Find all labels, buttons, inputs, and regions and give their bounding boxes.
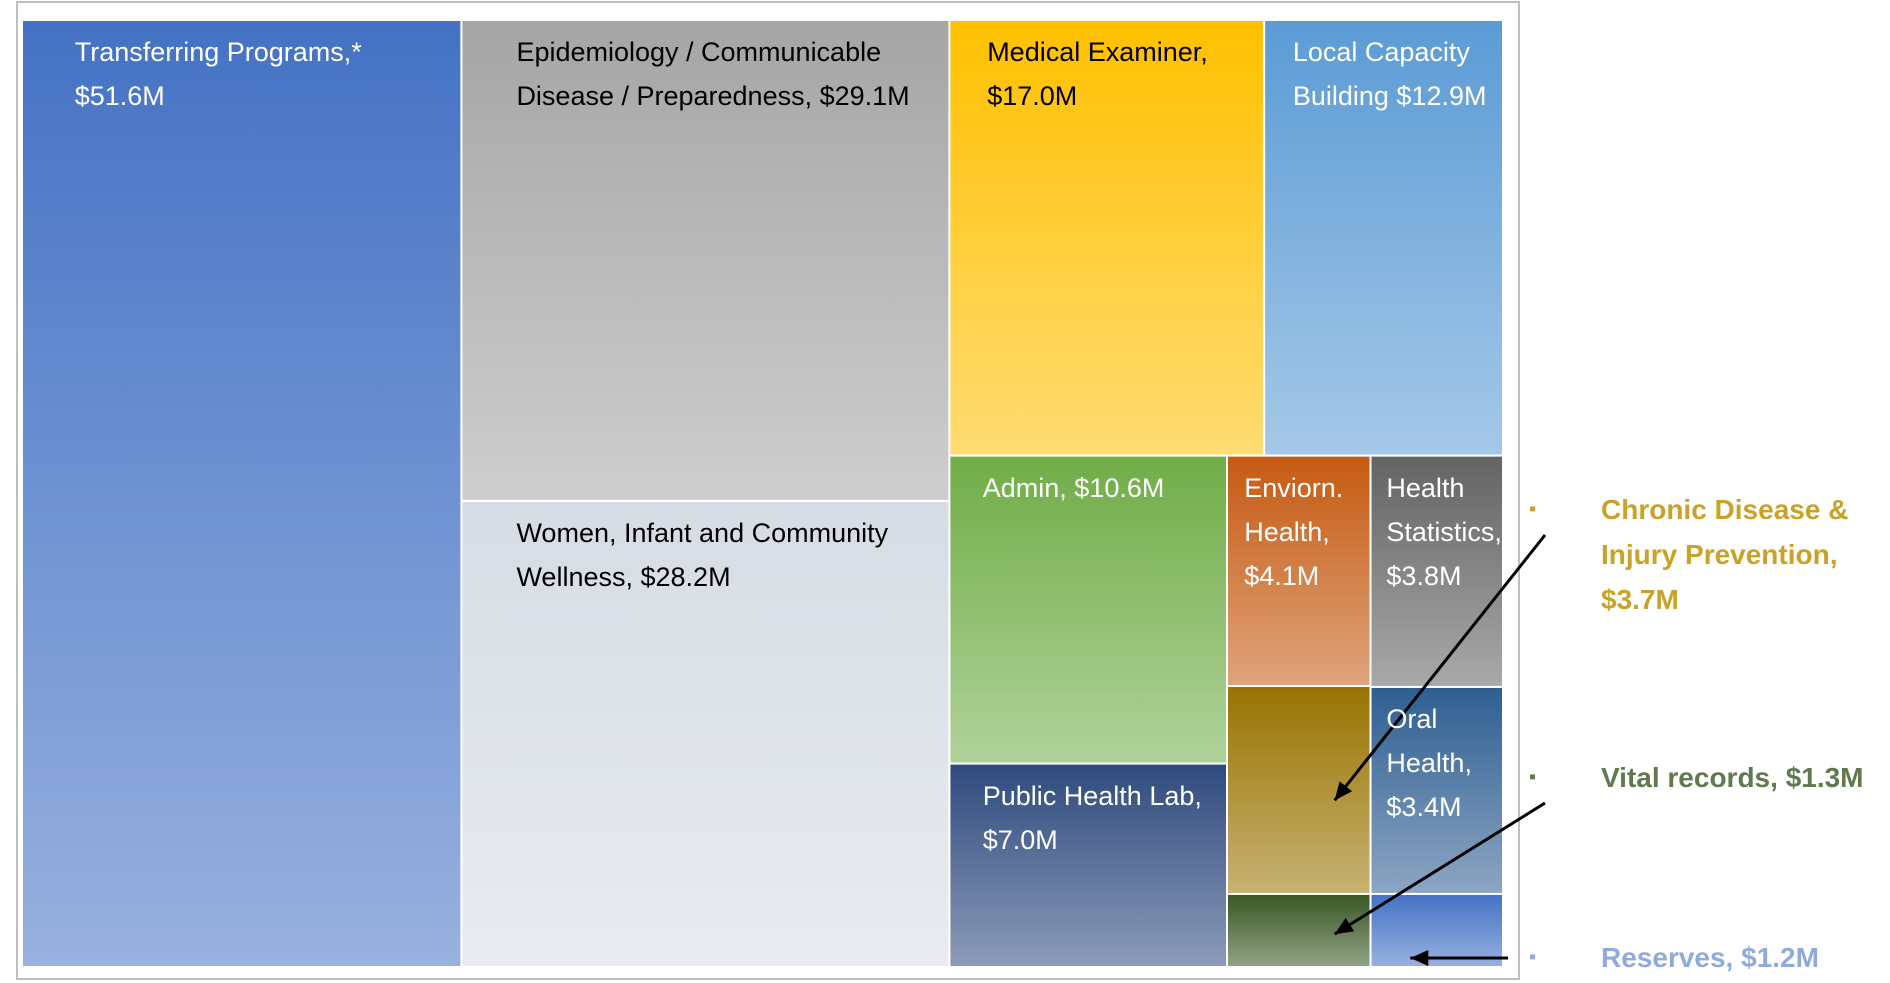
tile-label: Health Statistics, $3.8M xyxy=(1386,466,1502,598)
tile xyxy=(1369,685,1504,895)
tile-label: Women, Infant and Community Wellness, $2… xyxy=(516,511,945,599)
arrow-head xyxy=(1334,781,1353,801)
tile xyxy=(948,762,1229,968)
tile-name: Admin, xyxy=(982,472,1067,503)
tile-name: Women, Infant and Community Wellness, xyxy=(516,517,889,592)
callout-value: $1.2M xyxy=(1741,942,1819,973)
tile-label: Admin, $10.6M xyxy=(983,466,1223,510)
bullet: ▪ xyxy=(1529,946,1537,968)
tile xyxy=(460,499,951,968)
callout-name: Chronic Disease & Injury Prevention, xyxy=(1601,494,1849,570)
bullet: ▪ xyxy=(1529,766,1537,788)
callout-label: Vital records, $1.3M xyxy=(1601,755,1871,800)
callout-label: Chronic Disease & Injury Prevention, $3.… xyxy=(1601,487,1871,622)
callout-value: $3.7M xyxy=(1601,584,1679,615)
tile xyxy=(948,454,1229,765)
callout-name: Vital records, xyxy=(1601,762,1778,793)
callout-arrow xyxy=(1333,534,1547,802)
tile-label: Local Capacity Building $12.9M xyxy=(1293,30,1499,118)
tile-label: Medical Examiner, $17.0M xyxy=(987,30,1260,118)
tile-label: Enviorn. Health, $4.1M xyxy=(1244,466,1366,598)
tile-name: Transferring Programs,* xyxy=(74,37,362,67)
tile-label: Oral Health, $3.4M xyxy=(1386,697,1499,829)
tile-label: Transferring Programs,* $51.6M xyxy=(75,30,458,118)
tile xyxy=(1369,892,1504,969)
tile-value: $7.0M xyxy=(982,824,1058,855)
tile-value: $10.6M xyxy=(1074,472,1165,503)
tile xyxy=(948,19,1266,457)
tile-name: Public Health Lab, xyxy=(982,780,1202,811)
tile-value: $12.9M xyxy=(1396,81,1487,111)
tile xyxy=(21,19,463,968)
callout-name: Reserves, xyxy=(1601,942,1734,973)
tile-name: Enviorn. Health, xyxy=(1244,472,1344,547)
arrow-head xyxy=(1334,917,1355,935)
callout-value: $1.3M xyxy=(1785,762,1864,793)
tile-value: $28.2M xyxy=(640,561,731,592)
tile-name: Epidemiology / Communicable Disease / Pr… xyxy=(516,37,882,111)
tile-name: Medical Examiner, xyxy=(987,37,1208,67)
tile-value: $51.6M xyxy=(74,81,165,111)
tile xyxy=(1226,454,1372,688)
arrow-head xyxy=(1410,950,1429,966)
tile-value: $29.1M xyxy=(819,81,910,111)
tile-value: $17.0M xyxy=(987,81,1078,111)
tile-value: $3.4M xyxy=(1386,791,1462,822)
callout-arrow xyxy=(1333,801,1546,936)
tile xyxy=(1369,454,1504,688)
tile-value: $3.8M xyxy=(1386,560,1462,591)
tile-name: Local Capacity Building xyxy=(1292,37,1470,111)
tile-label: Public Health Lab, $7.0M xyxy=(983,774,1223,862)
bullet: ▪ xyxy=(1529,498,1537,520)
callout-label: Reserves, $1.2M xyxy=(1601,935,1890,980)
tile-name: Health Statistics, xyxy=(1386,472,1502,547)
frame xyxy=(16,1,1520,980)
tile-name: Oral Health, xyxy=(1386,703,1472,778)
tile-value: $4.1M xyxy=(1244,560,1320,591)
tile-label: Epidemiology / Communicable Disease / Pr… xyxy=(516,30,945,118)
tile xyxy=(460,19,951,502)
